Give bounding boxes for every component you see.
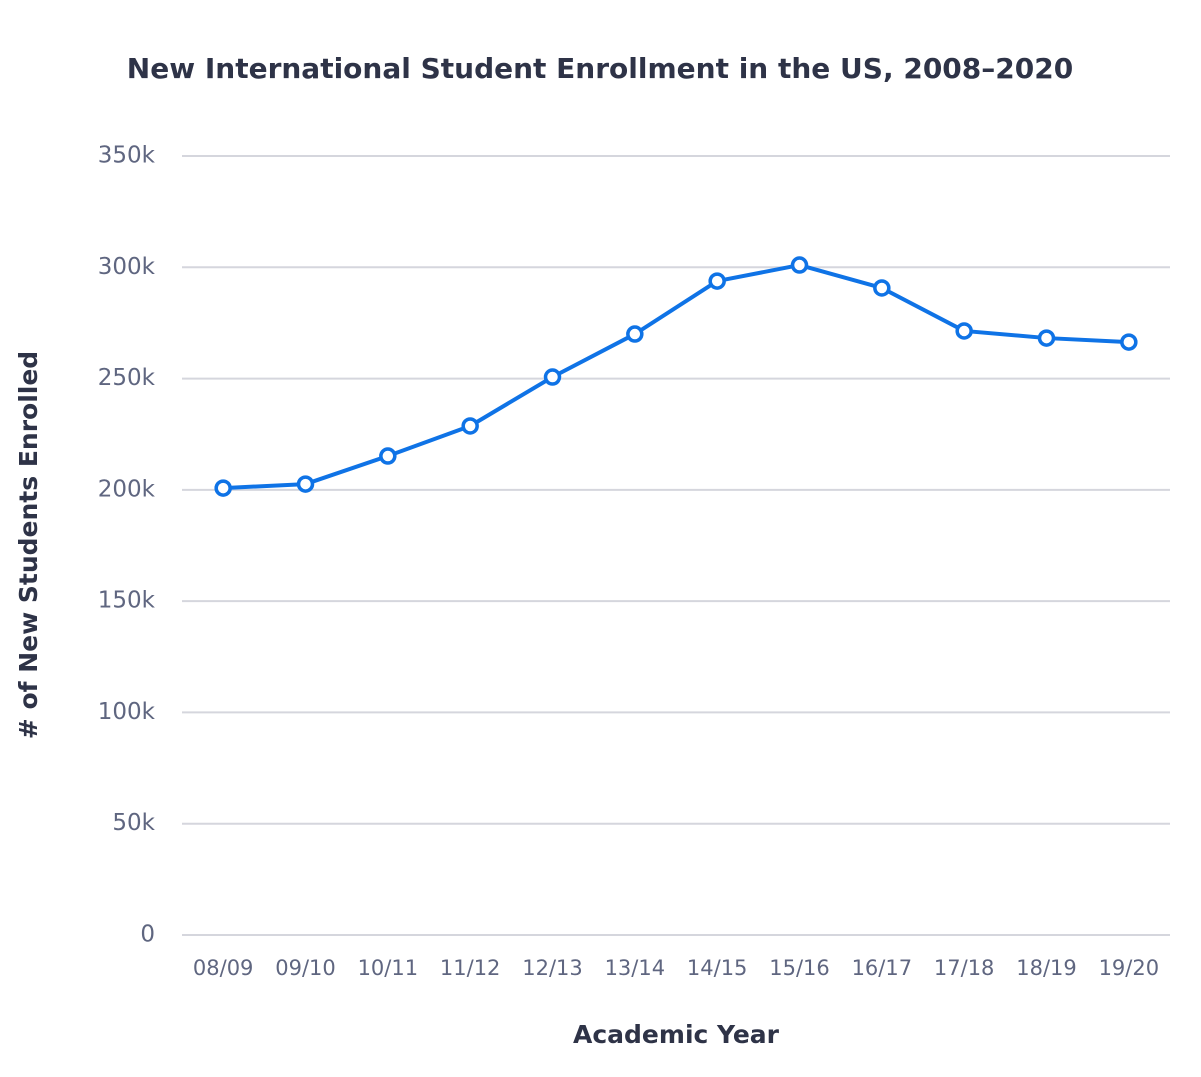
y-tick-label: 200k xyxy=(98,476,156,502)
x-tick-label: 14/15 xyxy=(687,956,748,980)
chart-title: New International Student Enrollment in … xyxy=(127,52,1073,85)
x-axis-label: Academic Year xyxy=(573,1020,780,1049)
data-point xyxy=(708,272,726,290)
data-point xyxy=(461,417,479,435)
y-tick-label: 300k xyxy=(98,254,156,280)
x-tick-label: 10/11 xyxy=(358,956,419,980)
data-point xyxy=(955,322,973,340)
x-tick-label: 12/13 xyxy=(522,956,583,980)
y-axis-label: # of New Students Enrolled xyxy=(14,351,43,739)
y-tick-label: 100k xyxy=(98,699,156,725)
x-tick-label: 08/09 xyxy=(193,956,254,980)
data-point xyxy=(296,475,315,493)
data-point xyxy=(790,256,809,274)
data-point xyxy=(626,325,644,343)
x-tick-label: 17/18 xyxy=(934,956,995,980)
data-point xyxy=(379,447,397,465)
data-point xyxy=(214,479,232,497)
y-tick-label: 250k xyxy=(98,365,156,391)
data-line xyxy=(223,263,1129,491)
data-point xyxy=(1120,333,1138,351)
y-tick-label: 350k xyxy=(98,143,156,169)
x-tick-label: 19/20 xyxy=(1099,956,1160,980)
x-tick-label: 09/10 xyxy=(275,956,336,980)
y-tick-label: 150k xyxy=(98,588,156,614)
y-tick-label: 50k xyxy=(112,810,155,836)
x-tick-label: 15/16 xyxy=(769,956,830,980)
x-tick-label: 13/14 xyxy=(605,956,666,980)
data-point xyxy=(873,279,891,297)
x-tick-label: 16/17 xyxy=(852,956,913,980)
data-point xyxy=(1037,329,1056,347)
data-point xyxy=(543,368,562,386)
x-tick-label: 11/12 xyxy=(440,956,501,980)
y-tick-label: 0 xyxy=(140,922,155,948)
x-tick-label: 18/19 xyxy=(1016,956,1077,980)
